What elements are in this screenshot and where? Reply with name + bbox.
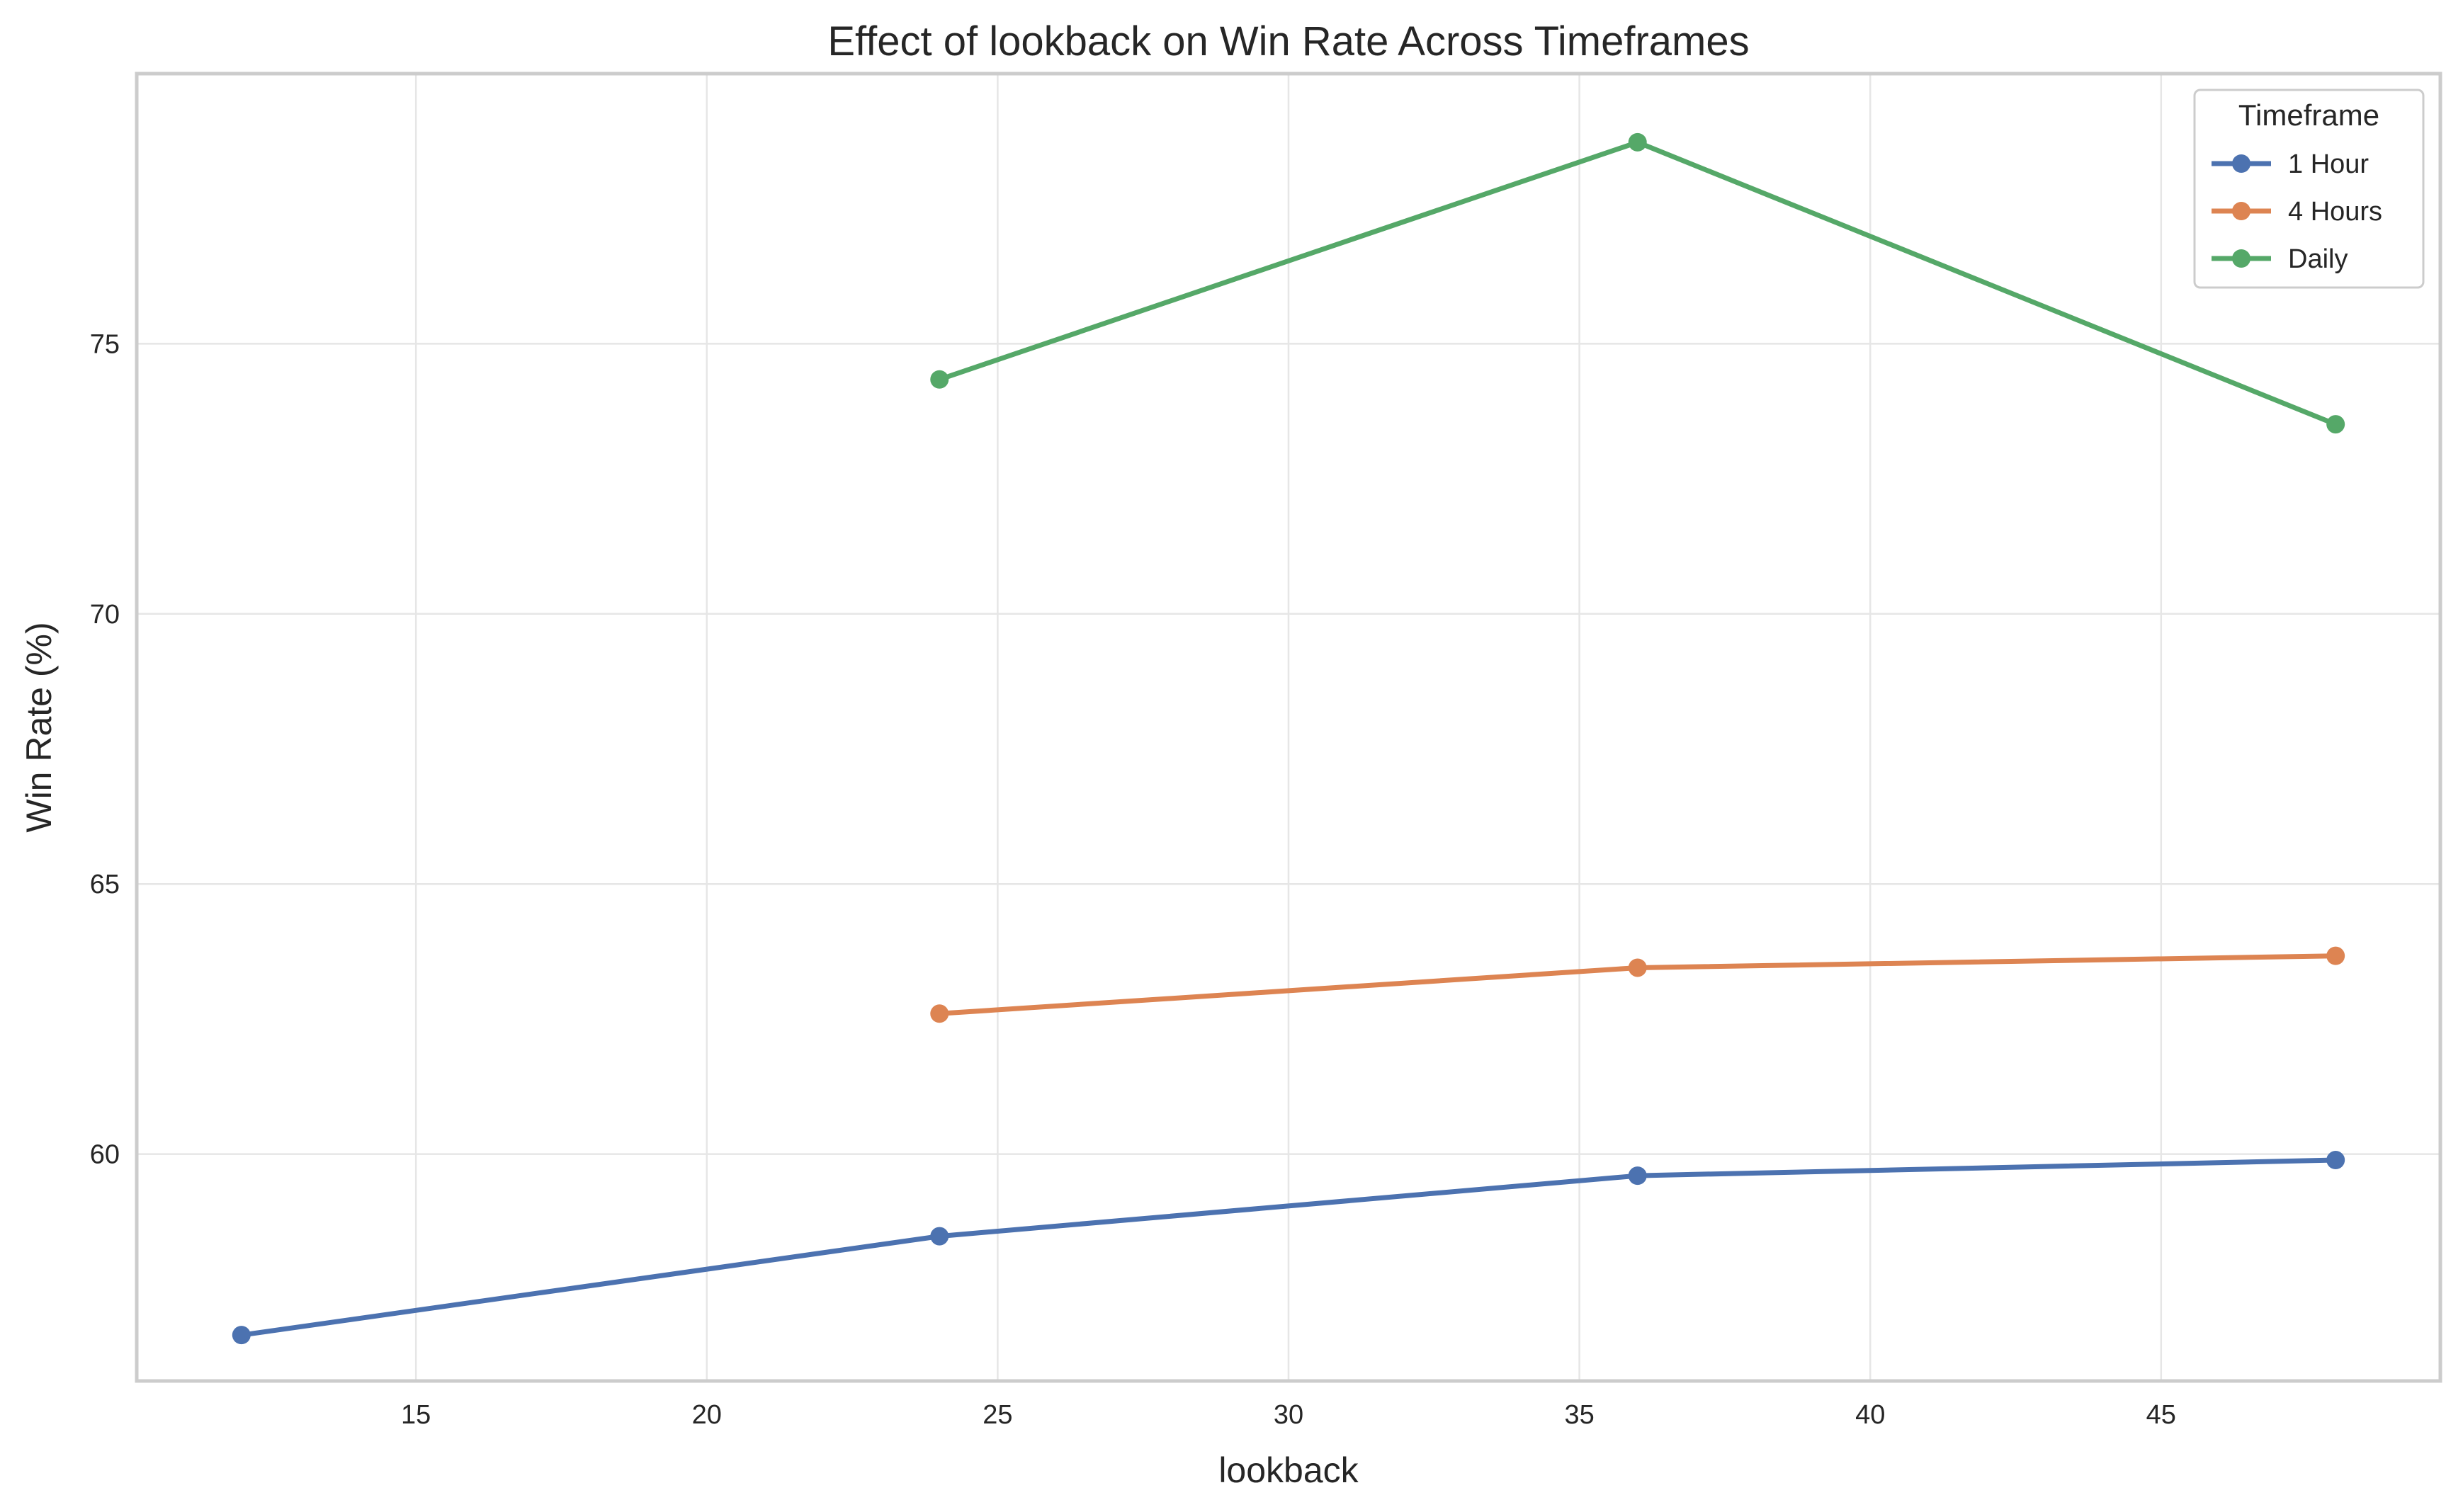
legend: Timeframe 1 Hour 4 Hours Daily bbox=[2193, 89, 2425, 289]
legend-entry-daily: Daily bbox=[2212, 244, 2348, 274]
data-point-4-hours bbox=[1628, 958, 1647, 977]
x-tick-label: 30 bbox=[1274, 1400, 1303, 1430]
y-tick-label: 60 bbox=[90, 1140, 120, 1170]
data-point-1-hour bbox=[930, 1227, 949, 1246]
x-tick-label: 15 bbox=[401, 1400, 431, 1430]
legend-box bbox=[2193, 89, 2425, 289]
series-4-hours bbox=[930, 946, 2345, 1023]
legend-label-1-hour: 1 Hour bbox=[2288, 149, 2369, 179]
data-point-1-hour bbox=[1628, 1166, 1647, 1186]
x-tick-label: 35 bbox=[1564, 1400, 1594, 1430]
data-point-daily bbox=[2326, 415, 2345, 434]
data-point-daily bbox=[930, 370, 949, 389]
y-tick-label: 70 bbox=[90, 600, 120, 630]
series-layer bbox=[232, 132, 2345, 1345]
data-point-daily bbox=[1628, 132, 1647, 152]
data-point-4-hours bbox=[930, 1004, 949, 1023]
legend-marker-4-hours bbox=[2232, 202, 2250, 220]
legend-entry-1-hour: 1 Hour bbox=[2212, 149, 2369, 179]
data-point-4-hours bbox=[2326, 946, 2345, 965]
series-1-hour bbox=[232, 1151, 2345, 1345]
legend-label-daily: Daily bbox=[2288, 244, 2348, 274]
x-tick-label: 20 bbox=[692, 1400, 722, 1430]
legend-entry-4-hours: 4 Hours bbox=[2212, 197, 2382, 227]
plot-frame bbox=[135, 72, 2442, 1383]
data-point-1-hour bbox=[2326, 1151, 2345, 1170]
x-axis-label: lookback bbox=[1218, 1450, 1359, 1490]
series-daily bbox=[930, 132, 2345, 434]
legend-marker-1-hour bbox=[2232, 154, 2250, 173]
y-axis-label: Win Rate (%) bbox=[19, 622, 59, 832]
series-line-1-hour bbox=[239, 1157, 2338, 1338]
x-tick-label: 25 bbox=[983, 1400, 1012, 1430]
grid bbox=[137, 74, 2440, 1381]
y-tick-label: 65 bbox=[90, 870, 120, 899]
legend-label-4-hours: 4 Hours bbox=[2288, 197, 2382, 227]
y-tick-label: 75 bbox=[90, 329, 120, 359]
chart-title: Effect of lookback on Win Rate Across Ti… bbox=[827, 18, 1749, 64]
legend-entries: 1 Hour 4 Hours Daily bbox=[2212, 149, 2382, 274]
legend-marker-daily bbox=[2232, 249, 2250, 268]
x-tick-label: 45 bbox=[2146, 1400, 2176, 1430]
tick-labels: 15 20 25 30 35 40 45 60 65 70 75 bbox=[90, 329, 2176, 1430]
data-point-1-hour bbox=[232, 1326, 251, 1345]
x-tick-label: 40 bbox=[1855, 1400, 1885, 1430]
legend-title: Timeframe bbox=[2238, 98, 2379, 132]
